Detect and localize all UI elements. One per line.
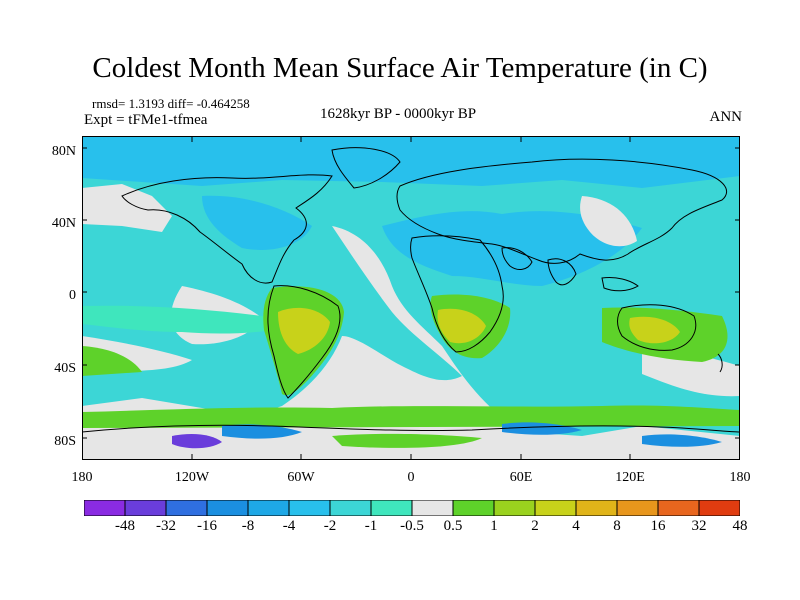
- season-label: ANN: [709, 109, 743, 125]
- figure-title: Coldest Month Mean Surface Air Temperatu…: [92, 52, 708, 84]
- lat-label-40n: 40N: [51, 216, 76, 231]
- colorbar-swatch: [84, 500, 126, 516]
- experiment-label: Expt = tFMe1-tfmea: [84, 112, 208, 128]
- map-ticks: [82, 136, 740, 460]
- lon-label-180e: 180: [729, 470, 751, 485]
- colorbar-tick-label: -8: [241, 518, 255, 534]
- lon-label-60e: 60E: [509, 470, 533, 485]
- lat-label-0: 0: [69, 288, 76, 303]
- lon-label-0: 0: [407, 470, 415, 485]
- colorbar-tick-label: -32: [156, 518, 176, 534]
- colorbar-swatch: [370, 500, 413, 516]
- period-label: 1628kyr BP - 0000kyr BP: [320, 106, 477, 122]
- colorbar-swatch: [124, 500, 167, 516]
- colorbar-swatch: [247, 500, 290, 516]
- colorbar-tick-label: -1: [364, 518, 378, 534]
- colorbar-swatch: [575, 500, 618, 516]
- colorbar-swatch: [411, 500, 454, 516]
- colorbar-swatch: [452, 500, 495, 516]
- colorbar-tick-label: -48: [115, 518, 135, 534]
- colorbar-tick-label: 4: [572, 518, 580, 534]
- colorbar-swatch: [329, 500, 372, 516]
- colorbar-tick-label: -16: [197, 518, 217, 534]
- lon-label-60w: 60W: [287, 470, 315, 485]
- colorbar-swatch: [534, 500, 577, 516]
- colorbar-tick-label: 8: [613, 518, 621, 534]
- colorbar-tick-label: 16: [650, 518, 666, 534]
- colorbar-tick-label: 1: [490, 518, 498, 534]
- colorbar-swatch: [698, 500, 740, 516]
- lat-label-80n: 80N: [51, 144, 76, 159]
- colorbar-tick-label: 32: [691, 518, 707, 534]
- lat-label-80s: 80S: [54, 434, 76, 449]
- coastlines: [82, 147, 740, 433]
- colorbar-swatch: [206, 500, 249, 516]
- lon-label-120w: 120W: [174, 470, 210, 485]
- colorbar-tick-label: 48: [732, 518, 748, 534]
- stats-text: rmsd= 1.3193 diff= -0.464258: [92, 96, 250, 111]
- colorbar-tick-label: 0.5: [443, 518, 463, 534]
- colorbar: [84, 500, 740, 516]
- colorbar-tick-label: 2: [531, 518, 539, 534]
- lon-label-180w: 180: [71, 470, 93, 485]
- colorbar-tick-label: -0.5: [400, 518, 424, 534]
- lat-label-40s: 40S: [54, 361, 76, 376]
- colorbar-swatch: [657, 500, 700, 516]
- colorbar-swatch: [493, 500, 536, 516]
- colorbar-swatch: [288, 500, 331, 516]
- colorbar-tick-label: -4: [282, 518, 296, 534]
- colorbar-swatch: [616, 500, 659, 516]
- colorbar-tick-label: -2: [323, 518, 337, 534]
- lon-label-120e: 120E: [615, 470, 645, 485]
- temperature-map: [82, 136, 740, 460]
- colorbar-swatch: [165, 500, 208, 516]
